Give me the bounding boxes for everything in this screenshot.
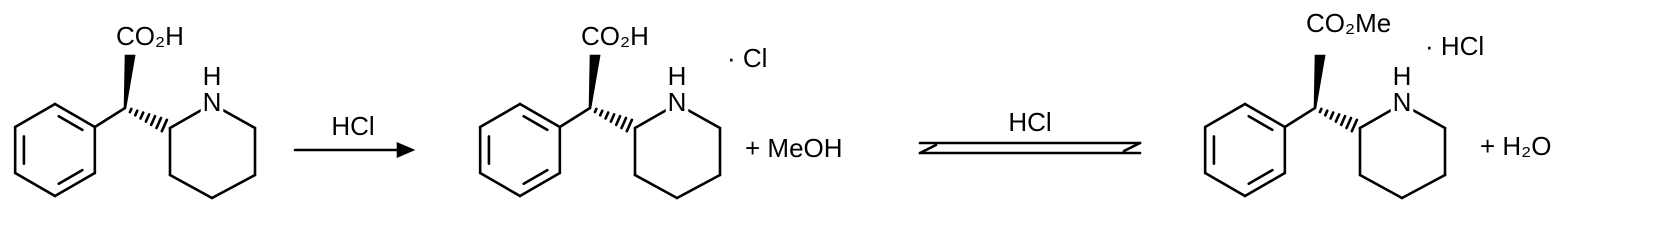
bond [518,102,562,129]
hash [593,107,598,114]
bonds [13,54,1447,200]
hash [160,118,169,133]
wedge-bond [1313,54,1326,109]
wedge-bond [588,54,601,109]
bond [53,171,97,198]
double-bond [57,168,84,186]
hash [1334,113,1341,123]
hash [609,113,616,123]
bond [1358,173,1404,200]
arrow-barb [918,143,938,155]
bond [53,102,97,129]
hash [1345,116,1353,130]
bond [1243,171,1287,198]
amine-h: H [203,61,222,91]
hash [155,116,163,130]
double-bond [1247,168,1274,186]
arrow-head [396,142,416,158]
bond [675,102,722,130]
hash [620,116,628,130]
double-bond [522,114,549,132]
double-bond [522,168,549,186]
bond [210,173,257,200]
hash [604,111,610,120]
bond [633,173,679,200]
bond [558,106,592,129]
amine-h: H [668,61,687,91]
hash [1329,111,1335,120]
hash [1318,107,1323,114]
amine-n: N [1393,87,1412,117]
bond [1400,173,1447,200]
bond [210,102,257,130]
double-bond [57,114,84,132]
hash [625,118,634,133]
byproduct: + MeOH [745,133,843,163]
acid-group: CO₂H [116,21,184,51]
acid-group: CO₂Me [1306,8,1391,38]
bond [93,106,127,129]
amine-n: N [203,87,222,117]
hash [139,111,145,120]
bond [518,171,562,198]
double-bond [1247,114,1274,132]
bond [1358,102,1404,130]
bond [1203,171,1247,198]
hash [149,114,157,127]
hash [1350,118,1359,133]
hash [1339,114,1347,127]
bond [1283,106,1317,129]
reagent: HCl [331,111,374,141]
bond [675,173,722,200]
salt: · HCl [1425,31,1484,61]
bond [1243,102,1287,129]
bond [168,102,214,130]
hash [144,113,151,123]
bond [1203,102,1247,129]
hash [598,109,604,117]
hash [133,109,139,117]
wedge-bond [123,54,136,109]
amine-n: N [668,87,687,117]
hash [128,107,133,114]
bond [633,102,679,130]
hash [1323,109,1329,117]
acid-group: CO₂H [581,21,649,51]
reagent: HCl [1008,107,1051,137]
salt: · Cl [727,43,767,73]
byproduct: + H₂O [1480,131,1552,161]
hash [614,114,622,127]
bond [168,173,214,200]
bond [13,171,57,198]
bond [478,102,522,129]
bond [13,102,57,129]
amine-h: H [1393,61,1412,91]
bond [1400,102,1447,130]
arrow-barb [1122,141,1142,153]
bond [478,171,522,198]
